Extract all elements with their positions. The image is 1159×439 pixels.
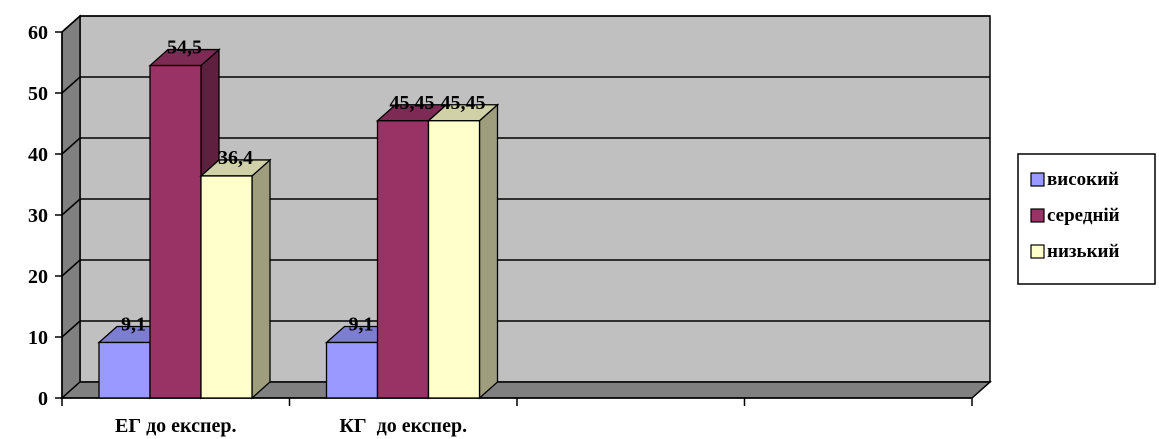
y-tick-label: 0: [38, 388, 48, 410]
legend-swatch: [1030, 208, 1045, 223]
x-axis: [61, 397, 973, 406]
category-labels: ЕГ до експер. КГ до експер.: [115, 415, 467, 437]
gridlines: [61, 15, 990, 338]
gridline: [61, 76, 990, 94]
y-tick-label: 20: [28, 266, 48, 288]
data-label: 36,4: [218, 147, 253, 169]
gridline: [61, 198, 990, 216]
category-label: КГ до експер.: [339, 415, 467, 437]
gridline: [61, 259, 990, 277]
data-label: 45,45: [441, 92, 486, 114]
y-axis: 0 10 20 30 40 50 60: [28, 22, 63, 410]
gridline: [61, 320, 990, 338]
y-tick-label: 10: [28, 327, 48, 349]
data-label: 9,1: [349, 313, 374, 335]
data-labels: 9,1 9,1 54,5 45,45 36,4 45,45: [121, 37, 486, 336]
legend-label: середній: [1047, 205, 1120, 226]
bar-низький-0: [199, 158, 272, 400]
data-label: 9,1: [121, 313, 146, 335]
y-tick-label: 30: [28, 205, 48, 227]
legend-label: низький: [1047, 241, 1119, 262]
legend-swatch: [1030, 172, 1045, 187]
y-tick-label: 60: [28, 22, 48, 44]
data-label: 45,45: [390, 92, 435, 114]
data-label: 54,5: [167, 37, 202, 59]
gridline: [61, 15, 990, 33]
legend: високий середній низький: [1017, 153, 1156, 285]
gridline: [61, 137, 990, 155]
y-tick-label: 50: [28, 83, 48, 105]
category-label: ЕГ до експер.: [115, 415, 236, 437]
bars: [97, 48, 500, 400]
y-tick-label: 40: [28, 144, 48, 166]
legend-swatch: [1030, 244, 1045, 259]
bar-низький-1: [426, 103, 500, 400]
legend-label: високий: [1047, 169, 1119, 190]
